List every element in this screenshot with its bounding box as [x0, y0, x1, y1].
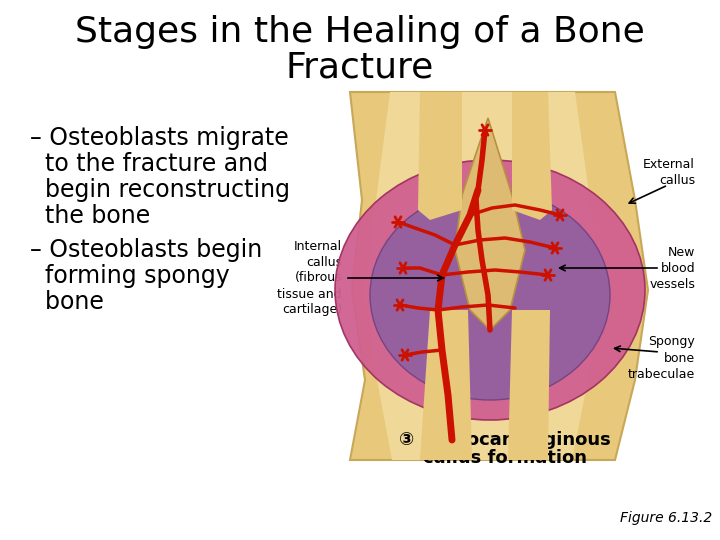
Text: New
blood
vessels: New blood vessels — [649, 246, 695, 291]
Text: bone: bone — [30, 290, 104, 314]
Polygon shape — [512, 92, 552, 220]
Text: Fracture: Fracture — [286, 51, 434, 85]
Text: callus formation: callus formation — [423, 449, 587, 467]
Text: begin reconstructing: begin reconstructing — [30, 178, 290, 202]
Ellipse shape — [335, 160, 645, 420]
Polygon shape — [420, 310, 472, 460]
Text: forming spongy: forming spongy — [30, 264, 230, 288]
Text: Spongy
bone
trabeculae: Spongy bone trabeculae — [628, 335, 695, 381]
Text: the bone: the bone — [30, 204, 150, 228]
Text: to the fracture and: to the fracture and — [30, 152, 268, 176]
Text: Figure 6.13.2: Figure 6.13.2 — [620, 511, 712, 525]
Text: External
callus: External callus — [643, 158, 695, 186]
Polygon shape — [350, 92, 648, 460]
Text: ③  Fibrocartilaginous: ③ Fibrocartilaginous — [399, 431, 611, 449]
Text: Stages in the Healing of a Bone: Stages in the Healing of a Bone — [75, 15, 645, 49]
Ellipse shape — [370, 190, 610, 400]
Text: – Osteoblasts begin: – Osteoblasts begin — [30, 238, 262, 262]
Text: Internal
callus
(fibrous
tissue and
cartilage): Internal callus (fibrous tissue and cart… — [277, 240, 342, 316]
Polygon shape — [455, 118, 525, 330]
Polygon shape — [418, 92, 462, 220]
Text: – Osteoblasts migrate: – Osteoblasts migrate — [30, 126, 289, 150]
Polygon shape — [508, 310, 550, 460]
Polygon shape — [365, 92, 600, 460]
